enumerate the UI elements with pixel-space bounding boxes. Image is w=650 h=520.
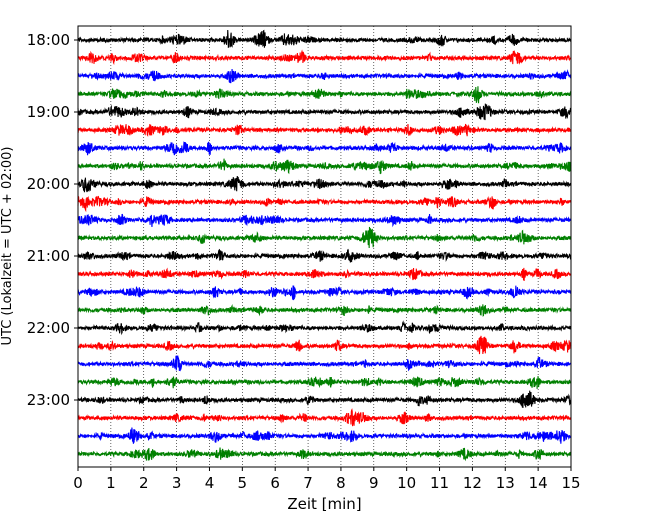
seismogram-trace <box>77 320 572 336</box>
x-axis-label: Zeit [min] <box>287 495 361 513</box>
seismogram-trace <box>77 123 572 137</box>
y-axis-label: UTC (Lokalzeit = UTC + 02:00) <box>0 147 15 346</box>
seismogram-trace <box>77 49 572 66</box>
x-tick-label: 4 <box>205 474 215 492</box>
seismogram-trace <box>77 29 572 49</box>
seismogram-trace <box>77 355 572 372</box>
seismogram-trace <box>77 195 572 213</box>
x-tick-label: 6 <box>270 474 280 492</box>
seismogram-trace <box>77 213 572 228</box>
seismogram-trace <box>77 376 572 389</box>
seismogram-trace <box>77 335 572 355</box>
seismogram-traces <box>77 29 572 462</box>
x-tick-label: 9 <box>369 474 379 492</box>
x-axis: 0 1 2 3 4 5 6 7 8 9 10 11 12 13 14 15 <box>73 467 581 492</box>
seismogram-trace <box>77 285 572 301</box>
x-tick-label: 11 <box>430 474 449 492</box>
seismogram-trace <box>77 69 572 84</box>
seismogram-trace <box>77 447 572 462</box>
seismogram-trace <box>77 427 572 444</box>
y-axis: 18:00 19:00 20:00 21:00 22:00 23:00 <box>27 31 78 409</box>
seismogram-trace <box>77 390 572 408</box>
seismogram-trace <box>77 226 572 249</box>
y-tick-label: 18:00 <box>27 31 70 49</box>
seismogram-trace <box>77 176 572 193</box>
y-tick-label: 22:00 <box>27 319 70 337</box>
plot-frame <box>77 25 572 468</box>
x-tick-label: 2 <box>139 474 149 492</box>
seismogram-trace <box>77 141 572 156</box>
x-tick-label: 7 <box>303 474 313 492</box>
seismogram-trace <box>77 304 572 317</box>
seismogram-trace <box>77 86 572 104</box>
seismogram-trace <box>77 248 572 263</box>
x-tick-label: 0 <box>73 474 83 492</box>
seismogram-trace <box>77 408 572 427</box>
x-tick-label: 1 <box>106 474 116 492</box>
x-tick-label: 12 <box>463 474 482 492</box>
x-tick-label: 3 <box>172 474 182 492</box>
y-tick-label: 21:00 <box>27 247 70 265</box>
x-tick-label: 5 <box>238 474 248 492</box>
x-tick-label: 10 <box>397 474 416 492</box>
x-tick-label: 15 <box>561 474 580 492</box>
x-tick-label: 13 <box>496 474 515 492</box>
seismogram-trace <box>77 267 572 281</box>
y-tick-label: 23:00 <box>27 391 70 409</box>
y-tick-label: 20:00 <box>27 175 70 193</box>
seismogram-trace <box>77 158 572 175</box>
x-tick-label: 8 <box>336 474 346 492</box>
y-tick-label: 19:00 <box>27 103 70 121</box>
x-tick-label: 14 <box>529 474 548 492</box>
seismogram-trace <box>77 103 572 121</box>
